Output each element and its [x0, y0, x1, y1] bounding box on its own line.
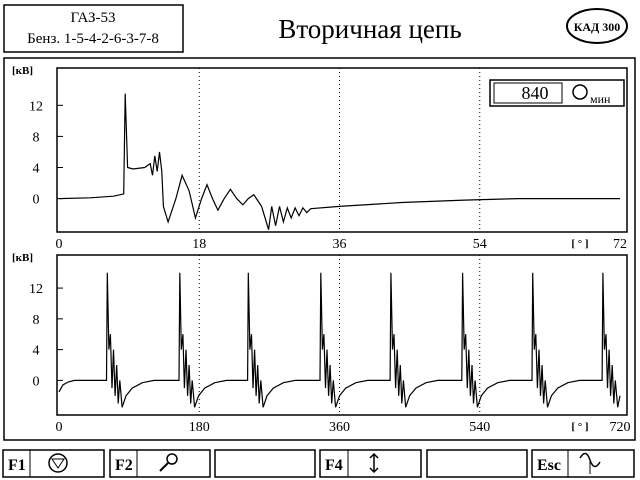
plot-frame	[56, 67, 628, 233]
x-tick-label: 54	[473, 237, 487, 252]
key-label: F2	[115, 457, 133, 474]
x-tick-label: 18	[192, 237, 206, 252]
rpm-icon	[572, 84, 588, 100]
key-esc[interactable]	[531, 449, 635, 478]
y-tick-label: 12	[29, 99, 43, 114]
key-label: Esc	[537, 457, 561, 474]
key-label: F1	[8, 457, 26, 474]
key-empty[interactable]	[426, 449, 528, 478]
x-tick-label: 72	[613, 237, 627, 252]
x-axis-label: [ ° ]	[571, 421, 588, 433]
y-tick-label: 12	[29, 282, 43, 297]
plot-frame	[56, 254, 628, 416]
y-tick-label: 0	[33, 193, 40, 208]
key-f4[interactable]	[319, 449, 422, 478]
engine: Бенз. 1-5-4-2-6-3-7-8	[27, 31, 159, 47]
key-label: F4	[325, 457, 343, 474]
waveform	[58, 272, 621, 408]
key-f2[interactable]	[109, 449, 211, 478]
function-bar: F1 F2 F4 Esc	[2, 449, 635, 478]
header-box	[3, 4, 184, 53]
y-tick-label: 8	[33, 130, 40, 145]
y-tick-label: 4	[33, 344, 40, 359]
key-empty[interactable]	[214, 449, 316, 478]
zoom-icon	[166, 453, 178, 465]
rpm-value: 840	[522, 83, 549, 103]
rpm-box	[489, 79, 625, 107]
key-f1[interactable]	[2, 449, 105, 478]
y-axis-label: [кВ]	[12, 252, 33, 264]
chart: [кВ] 0 4 8 12 0 180 360 540 720 [ ° ]	[12, 252, 631, 435]
logo: КАД 300	[574, 20, 621, 34]
screen-title: Вторичная цепь	[278, 14, 461, 44]
rpm-unit: мин	[590, 92, 611, 106]
y-tick-label: 4	[33, 161, 40, 176]
main-frame	[3, 57, 636, 441]
model: ГАЗ-53	[70, 10, 115, 26]
logo-oval	[566, 8, 628, 44]
y-axis-label: [кВ]	[12, 65, 33, 77]
zoom-icon	[159, 462, 169, 472]
chart: [кВ] 0 4 8 12 0 18 36 54 72 [ ° ]	[12, 65, 628, 252]
x-tick-label: 540	[469, 420, 490, 435]
x-axis-label: [ ° ]	[571, 238, 588, 250]
x-tick-label: 720	[610, 420, 631, 435]
x-tick-label: 180	[189, 420, 210, 435]
x-tick-label: 360	[329, 420, 350, 435]
rpm-field	[493, 82, 563, 104]
x-tick-label: 0	[56, 237, 63, 252]
scale-icon	[369, 452, 379, 474]
x-tick-label: 36	[333, 237, 347, 252]
y-tick-label: 0	[33, 374, 40, 389]
x-tick-label: 0	[56, 420, 63, 435]
stop-icon	[51, 458, 65, 469]
stop-icon	[48, 453, 68, 473]
waveform	[58, 93, 620, 230]
y-tick-label: 8	[33, 313, 40, 328]
